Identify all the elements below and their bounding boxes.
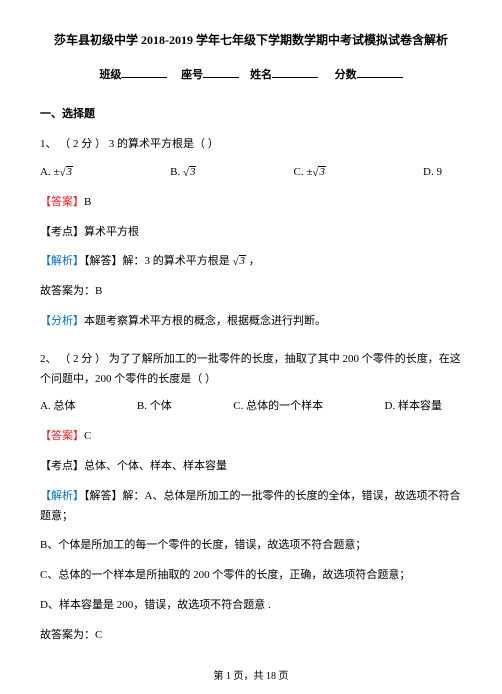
radical-icon: √	[183, 167, 189, 179]
radical-icon: √	[59, 167, 65, 179]
q2-kaodian: 【考点】总体、个体、样本、样本容量	[40, 457, 462, 477]
page-title: 莎车县初级中学 2018-2019 学年七年级下学期数学期中考试模拟试卷含解析	[40, 30, 462, 52]
q2-jiexi-d: D、样本容量是 200，错误，故选项不符合题意 .	[40, 596, 462, 616]
kaodian-label: 【考点】	[40, 226, 84, 238]
q1-kaodian-val: 算术平方根	[84, 226, 139, 238]
name-blank	[272, 66, 318, 78]
jiexi-label: 【解析】	[40, 490, 84, 502]
q1-c-radicand: 3	[318, 166, 326, 178]
section-1-heading: 一、选择题	[40, 105, 462, 125]
q1-jiexi-rad: 3	[239, 255, 247, 267]
q1-a-prefix: A. ±	[40, 166, 59, 178]
q2-answer-val: C	[84, 430, 91, 442]
kaodian-label: 【考点】	[40, 460, 84, 472]
seat-blank	[203, 66, 239, 78]
q2-jiexi-c: C、总体的一个样本是所抽取的 200 个零件的长度，正确，故选项符合题意；	[40, 566, 462, 586]
q2-options: A. 总体 B. 个体 C. 总体的一个样本 D. 样本容量	[40, 397, 462, 417]
q1-options: A. ±√3 B. √3 C. ±√3 D. 9	[40, 163, 462, 183]
score-label: 分数	[335, 69, 357, 81]
q1-fenxi: 【分析】本题考察算术平方根的概念，根据概念进行判断。	[40, 312, 462, 332]
page-footer: 第 1 页，共 18 页	[0, 668, 502, 686]
class-label: 班级	[99, 69, 121, 81]
answer-label: 【答案】	[40, 196, 84, 208]
radical-icon: √	[233, 256, 239, 268]
q1-jiexi-tail: ，	[246, 255, 260, 267]
q1-option-a: A. ±√3	[40, 163, 73, 183]
q2-jiexi-a-text: 【解答】解：A、总体是所加工的一批零件的长度的全体，错误，故选项不符合题意；	[40, 490, 460, 522]
q1-a-radicand: 3	[66, 166, 74, 178]
q1-option-b: B. √3	[170, 163, 196, 183]
q1-stem: 1、 （ 2 分 ） 3 的算术平方根是（ ）	[40, 135, 462, 155]
q1-answer: 【答案】B	[40, 193, 462, 213]
q2-option-c: C. 总体的一个样本	[233, 397, 323, 417]
q2-option-b: B. 个体	[137, 397, 172, 417]
q1-fenxi-text: 本题考察算术平方根的概念，根据概念进行判断。	[84, 315, 326, 327]
radical-icon: √	[312, 167, 318, 179]
name-label: 姓名	[250, 69, 272, 81]
score-blank	[357, 66, 403, 78]
answer-label: 【答案】	[40, 430, 84, 442]
q2-answer: 【答案】C	[40, 427, 462, 447]
q2-stem: 2、 （ 2 分 ） 为了了解所加工的一批零件的长度，抽取了其中 200 个零件…	[40, 350, 462, 390]
q1-jiexi-ans: 故答案为：B	[40, 282, 462, 302]
q2-jiexi-b: B、个体是所加工的每一个零件的长度，错误，故选项不符合题意；	[40, 536, 462, 556]
q2-option-a: A. 总体	[40, 397, 75, 417]
q2-jiexi-ans: 故答案为：C	[40, 626, 462, 646]
q1-b-radicand: 3	[189, 166, 197, 178]
q1-jiexi-text1: 【解答】解：3 的算术平方根是	[84, 255, 233, 267]
q2-option-d: D. 样本容量	[385, 397, 442, 417]
q1-kaodian: 【考点】算术平方根	[40, 223, 462, 243]
jiexi-label: 【解析】	[40, 255, 84, 267]
q2-jiexi-a: 【解析】【解答】解：A、总体是所加工的一批零件的长度的全体，错误，故选项不符合题…	[40, 487, 462, 527]
q1-option-d: D. 9	[423, 163, 442, 183]
student-info-row: 班级 座号 姓名 分数	[40, 66, 462, 86]
seat-label: 座号	[181, 69, 203, 81]
class-blank	[121, 66, 167, 78]
q1-option-c: C. ±√3	[294, 163, 326, 183]
fenxi-label: 【分析】	[40, 315, 84, 327]
q1-jiexi: 【解析】【解答】解：3 的算术平方根是 √3 ，	[40, 252, 462, 272]
q2-kaodian-val: 总体、个体、样本、样本容量	[84, 460, 227, 472]
q1-answer-val: B	[84, 196, 91, 208]
q1-b-prefix: B.	[170, 166, 183, 178]
q1-c-prefix: C. ±	[294, 166, 313, 178]
